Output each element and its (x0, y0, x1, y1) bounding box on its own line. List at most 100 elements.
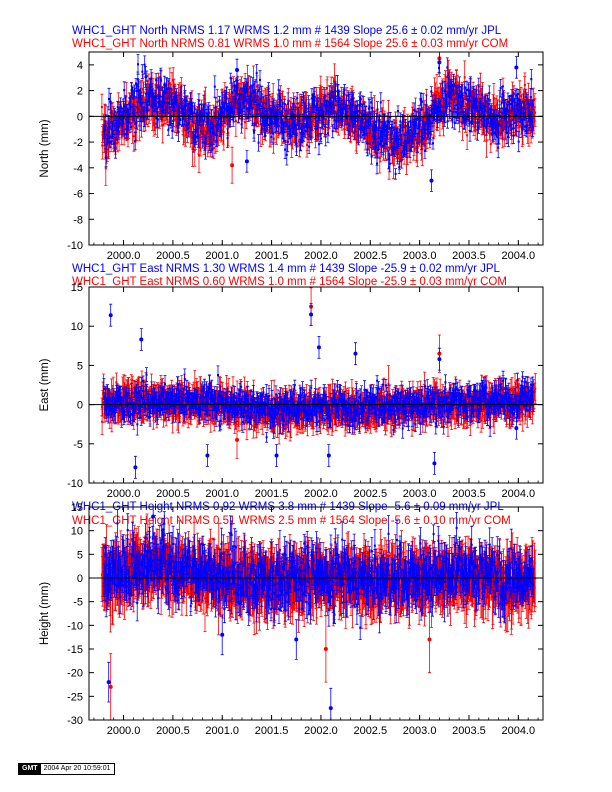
x-tick-label: 2004.0 (501, 250, 535, 262)
panel-title-jpl: WHC1_GHT North NRMS 1.17 WRMS 1.2 mm # 1… (72, 25, 502, 37)
plot-frame (88, 286, 544, 484)
plot-frame (88, 506, 544, 721)
outlier-point-jpl-4 (353, 351, 358, 356)
y-tick-label: 15 (71, 502, 83, 514)
outlier-point-jpl-6 (205, 453, 210, 458)
outlier-point-com-1 (230, 163, 235, 168)
x-tick-label: 2000.5 (156, 250, 190, 262)
y-tick-label: 0 (77, 573, 83, 585)
outlier-point-jpl-1 (106, 680, 111, 685)
outlier-point-jpl-3 (514, 65, 519, 70)
outlier-point-jpl-9 (432, 461, 437, 466)
panel-height: WHC1_GHT Height NRMS 0.92 WRMS 3.8 mm # … (39, 501, 544, 737)
x-tick-label: 2002.5 (353, 488, 387, 500)
y-axis-label: East (mm) (39, 358, 51, 411)
x-tick-label: 2004.0 (501, 725, 535, 737)
y-tick-label: 0 (77, 111, 83, 123)
y-tick-label: -10 (67, 620, 83, 632)
y-tick-label: -5 (73, 597, 83, 609)
outlier-point-com-2 (427, 637, 432, 642)
y-tick-label: 10 (71, 526, 83, 538)
x-tick-label: 2000.0 (107, 725, 141, 737)
outlier-point-jpl-4 (244, 159, 249, 164)
x-tick-label: 2003.0 (403, 250, 437, 262)
outlier-point-jpl-2 (309, 312, 314, 317)
panel-title-jpl: WHC1_GHT East NRMS 1.30 WRMS 1.4 mm # 14… (72, 263, 501, 275)
series-jpl (102, 303, 535, 479)
outlier-point-jpl-10 (514, 426, 519, 431)
error-bars-com (100, 287, 537, 459)
outlier-point-jpl-8 (326, 453, 331, 458)
x-tick-label: 2000.5 (156, 488, 190, 500)
x-tick-label: 2001.0 (205, 488, 239, 500)
outlier-point-jpl-7 (274, 453, 279, 458)
y-tick-label: -30 (67, 715, 83, 727)
x-tick-label: 2003.5 (452, 725, 486, 737)
outlier-point-jpl-3 (316, 345, 321, 350)
x-tick-label: 2002.5 (353, 250, 387, 262)
y-tick-label: -20 (67, 668, 83, 680)
data-points-jpl (102, 522, 535, 629)
y-tick-label: -2 (73, 137, 83, 149)
x-tick-label: 2002.0 (304, 725, 338, 737)
y-axis-label: North (mm) (39, 119, 51, 177)
outlier-point-jpl-0 (429, 178, 434, 183)
y-tick-label: -6 (73, 189, 83, 201)
y-tick-label: -25 (67, 691, 83, 703)
x-tick-label: 2003.5 (452, 488, 486, 500)
outlier-point-jpl-3 (220, 632, 225, 637)
data-area (100, 507, 537, 720)
x-tick-label: 2001.5 (255, 250, 289, 262)
x-tick-label: 2001.5 (255, 725, 289, 737)
plot-frame (88, 51, 544, 246)
y-tick-label: 10 (71, 321, 83, 333)
error-bars-jpl (102, 507, 535, 720)
x-tick-label: 2003.0 (403, 488, 437, 500)
outlier-point-com-2 (235, 437, 240, 442)
y-tick-label: 5 (77, 549, 83, 561)
series-jpl (102, 507, 535, 720)
series-jpl (102, 52, 535, 192)
x-tick-label: 2002.5 (353, 725, 387, 737)
outlier-point-com-0 (323, 647, 328, 651)
x-tick-label: 2001.0 (205, 250, 239, 262)
y-tick-label: -5 (73, 439, 83, 451)
x-tick-label: 2003.5 (452, 250, 486, 262)
outlier-point-jpl-11 (437, 357, 442, 362)
panel-title-com: WHC1_GHT North NRMS 0.81 WRMS 1.0 mm # 1… (72, 38, 508, 50)
gmt-timestamp-stamp: GMT 2004 Apr 20 10:59:01 (18, 763, 115, 775)
x-tick-label: 2000.5 (156, 725, 190, 737)
y-axis-label: Height (mm) (39, 582, 51, 645)
y-tick-label: 2 (77, 86, 83, 98)
data-points-jpl (102, 63, 534, 175)
y-tick-label: -8 (73, 214, 83, 226)
y-tick-label: -4 (73, 163, 83, 175)
outlier-point-jpl-2 (437, 60, 442, 65)
gmt-logo: GMT (19, 764, 41, 774)
y-tick-label: -15 (67, 644, 83, 656)
x-tick-label: 2000.0 (107, 488, 141, 500)
y-tick-label: 4 (77, 60, 83, 72)
outlier-point-jpl-5 (373, 145, 378, 150)
x-tick-label: 2002.0 (304, 250, 338, 262)
outlier-point-jpl-1 (235, 68, 240, 73)
y-tick-label: -10 (67, 478, 83, 490)
outlier-point-jpl-0 (108, 313, 113, 318)
panel-north: WHC1_GHT North NRMS 1.17 WRMS 1.2 mm # 1… (39, 25, 544, 262)
outlier-point-com-1 (108, 684, 113, 689)
outlier-point-jpl-2 (151, 514, 156, 519)
x-tick-label: 2001.0 (205, 725, 239, 737)
outlier-point-jpl-5 (133, 465, 138, 470)
panel-title-com: WHC1_GHT East NRMS 0.60 WRMS 1.0 mm # 15… (72, 276, 507, 288)
x-tick-label: 2000.0 (107, 250, 141, 262)
y-tick-label: 0 (77, 400, 83, 412)
series-com (100, 287, 537, 459)
outlier-point-jpl-0 (328, 706, 333, 711)
plot-timestamp: 2004 Apr 20 10:59:01 (40, 764, 114, 774)
panel-title-com: WHC1_GHT Height NRMS 0.51 WRMS 2.5 mm # … (72, 515, 511, 527)
y-tick-label: 5 (77, 360, 83, 372)
y-tick-label: -10 (67, 240, 83, 252)
data-area (100, 287, 537, 479)
outlier-point-jpl-1 (139, 337, 144, 342)
